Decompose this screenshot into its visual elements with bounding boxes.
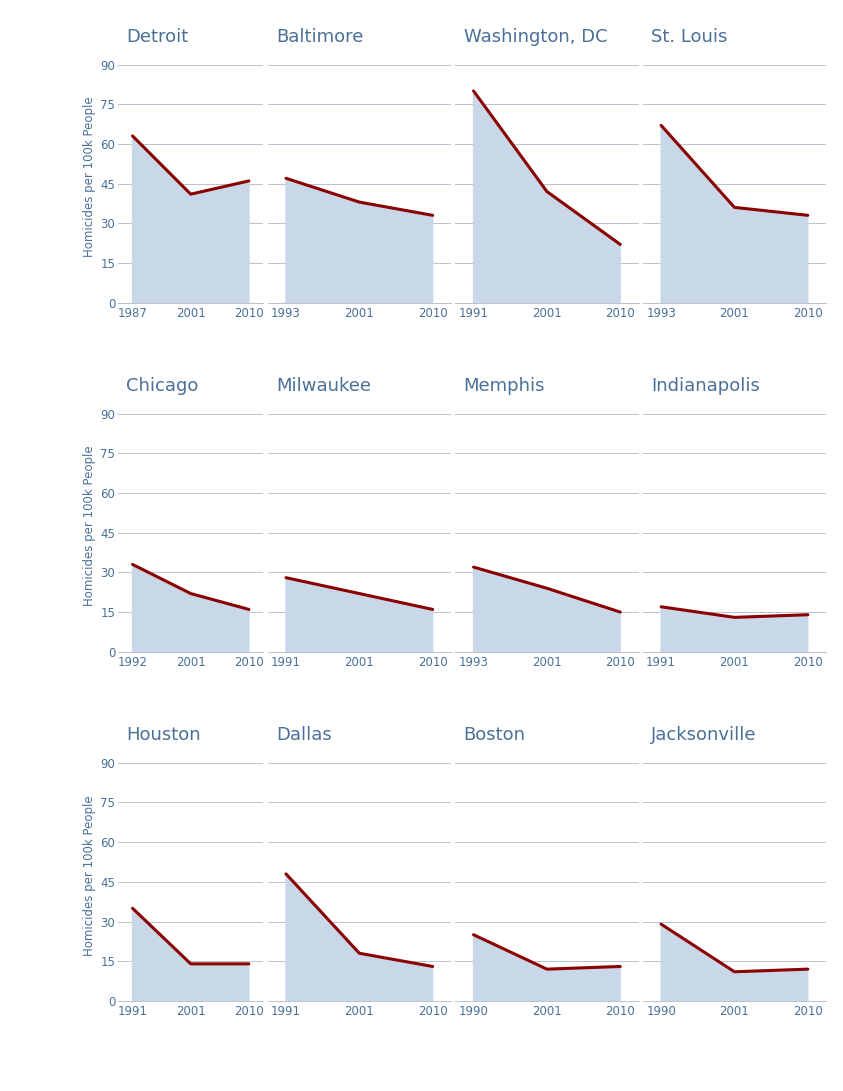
Text: Washington, DC: Washington, DC <box>464 28 607 46</box>
Text: Houston: Houston <box>126 727 201 744</box>
Text: Chicago: Chicago <box>126 377 199 395</box>
Y-axis label: Homicides per 100k People: Homicides per 100k People <box>83 446 96 607</box>
Text: Memphis: Memphis <box>464 377 545 395</box>
Polygon shape <box>474 567 620 651</box>
Text: Boston: Boston <box>464 727 526 744</box>
Polygon shape <box>286 577 432 651</box>
Y-axis label: Homicides per 100k People: Homicides per 100k People <box>83 795 96 956</box>
Polygon shape <box>661 924 808 1000</box>
Polygon shape <box>132 136 249 302</box>
Polygon shape <box>286 178 432 302</box>
Text: Baltimore: Baltimore <box>277 28 363 46</box>
Text: Jacksonville: Jacksonville <box>652 727 757 744</box>
Polygon shape <box>661 125 808 302</box>
Text: Indianapolis: Indianapolis <box>652 377 760 395</box>
Y-axis label: Homicides per 100k People: Homicides per 100k People <box>83 97 96 257</box>
Polygon shape <box>132 564 249 651</box>
Polygon shape <box>286 874 432 1000</box>
Polygon shape <box>474 91 620 302</box>
Text: Detroit: Detroit <box>126 28 189 46</box>
Polygon shape <box>132 909 249 1000</box>
Text: St. Louis: St. Louis <box>652 28 728 46</box>
Text: Dallas: Dallas <box>277 727 332 744</box>
Polygon shape <box>661 607 808 651</box>
Polygon shape <box>474 935 620 1000</box>
Text: Milwaukee: Milwaukee <box>277 377 371 395</box>
